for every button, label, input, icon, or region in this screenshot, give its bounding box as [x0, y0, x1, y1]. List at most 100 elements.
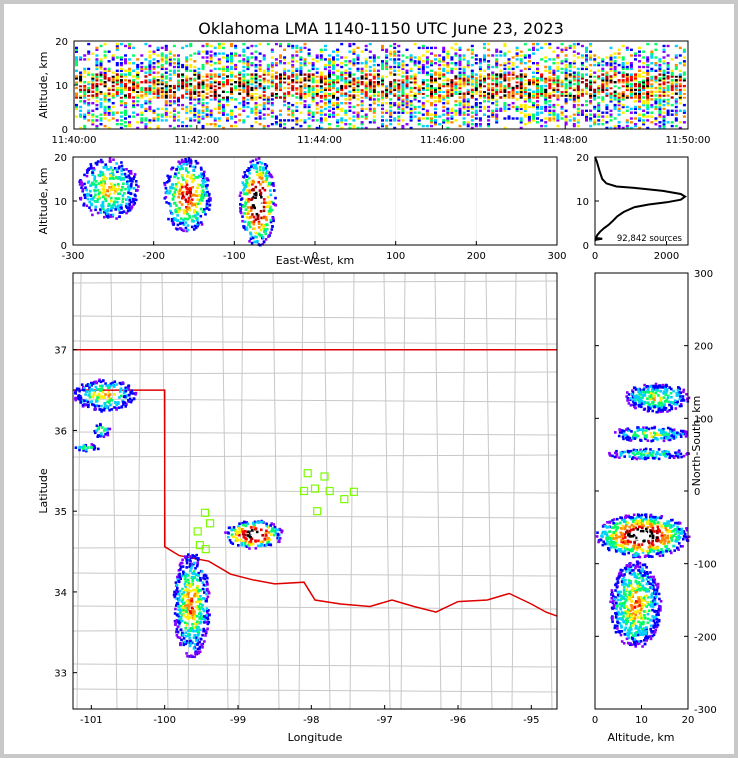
ew-cell	[174, 188, 178, 191]
time-height-cell	[495, 77, 499, 80]
time-height-cell	[368, 96, 372, 99]
time-height-cell	[221, 67, 225, 71]
time-height-cell	[454, 67, 458, 71]
time-height-cell	[111, 90, 115, 93]
time-height-cell	[385, 119, 389, 122]
map-source-cell	[92, 393, 96, 397]
time-height-cell	[446, 54, 450, 57]
time-height-cell	[140, 67, 144, 71]
time-height-cell	[401, 96, 405, 99]
time-height-cell	[152, 92, 156, 95]
time-height-cell	[164, 109, 168, 112]
time-height-cell	[242, 75, 246, 78]
time-height-cell	[495, 109, 499, 112]
time-height-cell	[507, 67, 511, 71]
time-height-cell	[156, 75, 160, 78]
time-height-cell	[250, 96, 254, 99]
time-height-cell	[446, 86, 450, 90]
time-height-cell	[234, 67, 238, 71]
ew-cell	[251, 179, 255, 183]
time-height-cell	[144, 79, 148, 82]
ew-cell	[96, 197, 100, 201]
time-height-cell	[246, 96, 250, 99]
time-height-cell	[658, 58, 662, 61]
time-height-cell	[299, 94, 303, 97]
time-height-cell	[405, 77, 409, 80]
time-height-cell	[446, 119, 450, 122]
time-height-cell	[629, 111, 633, 114]
ew-cell	[202, 179, 205, 182]
hist-y-tick-label: 20	[576, 153, 589, 164]
time-height-cell	[503, 62, 507, 65]
time-height-cell	[372, 86, 376, 90]
ew-cell	[125, 168, 128, 171]
time-height-cell	[540, 86, 544, 90]
ew-cell	[111, 174, 115, 178]
time-height-cell	[629, 77, 633, 80]
ew-cell	[201, 185, 204, 189]
time-height-cell	[401, 67, 405, 71]
ew-cell	[122, 210, 126, 213]
time-height-cell	[266, 63, 270, 67]
time-height-cell	[519, 86, 523, 90]
ew-cell	[261, 180, 265, 184]
ew-y-tick-label: 10	[54, 197, 67, 208]
time-height-cell	[523, 92, 527, 95]
time-height-cell	[311, 90, 315, 93]
time-height-cell	[242, 79, 246, 82]
time-height-cell	[442, 119, 446, 122]
time-height-cell	[593, 121, 597, 124]
time-height-cell	[307, 124, 311, 128]
time-height-cell	[515, 79, 519, 82]
time-height-cell	[430, 119, 433, 122]
time-height-cell	[478, 94, 482, 97]
time-height-cell	[156, 62, 160, 65]
time-height-cell	[572, 62, 576, 65]
time-height-cell	[368, 56, 372, 59]
time-height-cell	[299, 86, 303, 90]
time-height-cell	[589, 79, 593, 82]
ew-cell	[135, 183, 138, 187]
ew-cell	[100, 205, 104, 208]
ew-cell	[78, 180, 81, 183]
ew-cell	[177, 195, 180, 199]
time-height-cell	[646, 84, 650, 88]
time-height-cell	[495, 79, 499, 82]
time-height-cell	[491, 109, 495, 112]
time-height-cell	[185, 44, 189, 48]
ew-cell	[174, 172, 177, 176]
time-height-cell	[87, 50, 91, 53]
time-height-cell	[307, 109, 311, 112]
time-height-cell	[340, 86, 344, 90]
time-height-cell	[307, 117, 311, 120]
state-border-south	[73, 389, 558, 617]
time-height-cell	[519, 105, 523, 109]
time-height-cell	[487, 88, 491, 92]
time-height-cell	[523, 109, 527, 112]
time-height-cell	[666, 98, 670, 101]
time-height-cell	[552, 117, 556, 120]
time-height-cell	[580, 77, 584, 80]
time-height-cell	[634, 77, 637, 80]
time-height-cell	[605, 81, 609, 84]
time-height-cell	[364, 115, 368, 118]
time-height-cell	[124, 82, 127, 86]
time-height-cell	[519, 58, 523, 61]
time-height-cell	[466, 92, 470, 95]
time-height-cell	[601, 98, 605, 101]
time-height-cell	[487, 77, 491, 80]
time-height-cell	[75, 103, 78, 107]
time-height-cell	[413, 81, 417, 84]
ew-cell	[179, 217, 183, 220]
ew-cell	[163, 183, 167, 187]
ew-cell	[266, 205, 269, 209]
time-height-cell	[356, 103, 360, 107]
time-height-cell	[356, 90, 360, 93]
time-height-cell	[654, 102, 658, 105]
time-height-cell	[132, 82, 136, 86]
time-height-cell	[405, 103, 409, 107]
ew-cell	[90, 197, 93, 201]
time-height-cell	[372, 102, 376, 105]
time-height-cell	[393, 103, 397, 107]
time-height-cell	[613, 107, 617, 111]
